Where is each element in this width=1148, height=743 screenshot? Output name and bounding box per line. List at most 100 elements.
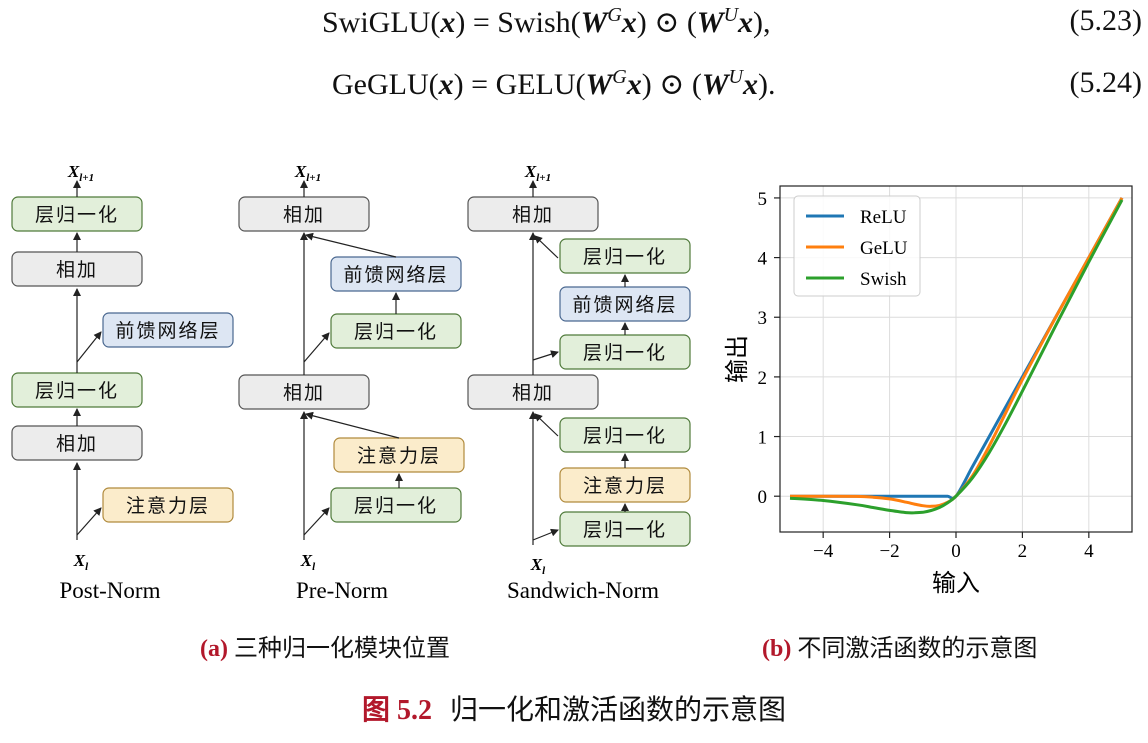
eq1-number: (5.23): [1069, 4, 1142, 37]
post-norm-ffn: 前馈网络层: [102, 312, 234, 348]
chart-ytick-label-4: 4: [758, 249, 768, 270]
activation-chart: −4 −2 0 2 4 0 1 2 3 4 5 输入 输出 ReLU GeLU Swish: [723, 185, 1133, 597]
sandwich-add-top: 相加: [467, 196, 599, 232]
post-norm-label: Post-Norm: [60, 578, 161, 603]
sandwich-branch-norm3-up: [534, 413, 559, 437]
post-norm-x-in: Xl: [73, 551, 89, 573]
caption-b-text: 不同激活函数的示意图: [797, 636, 1038, 662]
sandwich-norm-1: 层归一化: [559, 238, 691, 274]
pre-norm-x-in: Xl: [300, 551, 316, 573]
chart-ytick-label-3: 3: [758, 308, 768, 329]
sandwich-norm-3: 层归一化: [559, 417, 691, 453]
caption-a: (a) 三种归一化模块位置: [200, 628, 450, 663]
post-norm-add-top: 相加: [11, 251, 143, 287]
sandwich-branch-norm2: [532, 350, 559, 361]
eq2-arg1: x: [626, 68, 642, 101]
eq2-w1: W: [585, 68, 613, 101]
post-norm-norm-mid-label: 层归一化: [35, 380, 119, 402]
sandwich-attn-label: 注意力层: [583, 475, 667, 497]
post-norm-attn: 注意力层: [102, 487, 234, 523]
pre-norm-branch-norm-mid: [303, 332, 330, 363]
caption-b-tag: (b): [762, 636, 792, 662]
chart-xtick-label-2: 0: [951, 541, 961, 562]
chart-ytick-label-1: 1: [758, 428, 768, 449]
sandwich-x-in: Xl: [530, 555, 546, 577]
chart-series-swish: [789, 199, 1124, 515]
chart-ytick-label-5: 5: [758, 189, 768, 210]
chart-xtick-label-3: 2: [1018, 541, 1028, 562]
eq1-arg1: x: [621, 6, 637, 39]
equation-geglu: GeGLU(x) = GELU(WGx) ⊙ (WUx). (5.24): [332, 66, 1142, 101]
pre-norm-add-top-label: 相加: [283, 204, 325, 226]
pre-norm-ffn: 前馈网络层: [330, 256, 462, 292]
legend-label-relu: ReLU: [860, 207, 907, 228]
pre-norm-branch-ffn-up: [305, 232, 397, 258]
eq1-lhs-fn: SwiGLU: [322, 6, 431, 39]
pre-norm-norm-mid-label: 层归一化: [354, 321, 438, 343]
pre-norm-ffn-label: 前馈网络层: [343, 264, 448, 286]
sandwich-branch-norm1-up: [534, 235, 559, 259]
eq2-rhs-fn: GELU: [495, 68, 576, 101]
chart-ytick-label-0: 0: [758, 487, 768, 508]
chart-xtick-label-4: 4: [1084, 541, 1094, 562]
eq1-w2-sup: U: [723, 4, 739, 26]
eq2-arg2: x: [742, 68, 758, 101]
chart-xlabel: 输入: [932, 569, 980, 597]
sandwich-ffn-label: 前馈网络层: [572, 294, 677, 316]
sandwich-add-bottom-label: 相加: [512, 382, 554, 404]
post-norm-ffn-label: 前馈网络层: [115, 320, 220, 342]
eq1-w1-sup: G: [607, 4, 622, 26]
legend-label-swish: Swish: [860, 269, 907, 290]
eq2-w2: W: [701, 68, 729, 101]
figure-caption: 图 5.2 归一化和激活函数的示意图: [0, 688, 1148, 728]
pre-norm-add-top: 相加: [238, 196, 370, 232]
eq2-end: .: [767, 68, 776, 101]
sandwich-x-out: Xl+1: [524, 162, 551, 184]
chart-series-gelu: [790, 197, 1124, 508]
eq1-end: ,: [763, 6, 771, 39]
caption-a-tag: (a): [200, 636, 228, 662]
eq1-arg2: x: [738, 6, 754, 39]
post-norm-branch-ffn: [76, 331, 102, 363]
chart-ytick-label-2: 2: [758, 368, 768, 389]
sandwich-norm-4: 层归一化: [559, 511, 691, 547]
pre-norm-norm-bottom-label: 层归一化: [354, 495, 438, 517]
post-norm-norm-top-label: 层归一化: [35, 204, 119, 226]
sandwich-attn: 注意力层: [559, 467, 691, 503]
sandwich-norm-2: 层归一化: [559, 334, 691, 370]
pre-norm-attn-label: 注意力层: [357, 445, 441, 467]
post-norm-branch-attn: [76, 507, 102, 536]
post-norm-norm-top: 层归一化: [11, 196, 143, 232]
eq1-rhs-fn: Swish: [497, 6, 571, 39]
pre-norm-label: Pre-Norm: [296, 578, 388, 603]
post-norm-norm-mid: 层归一化: [11, 372, 143, 408]
figure-caption-tag: 图 5.2: [361, 695, 432, 726]
eq2-op: ⊙: [659, 68, 685, 101]
eq1-op: ⊙: [654, 6, 680, 39]
sandwich-norm-1-label: 层归一化: [583, 246, 667, 268]
sandwich-norm-3-label: 层归一化: [583, 425, 667, 447]
chart-xtick-label-0: −4: [813, 541, 834, 562]
legend-label-gelu: GeLU: [860, 238, 908, 259]
post-norm-attn-label: 注意力层: [126, 495, 210, 517]
eq2-lhs-fn: GeGLU: [332, 68, 429, 101]
chart-legend: [793, 195, 921, 297]
equation-swiglu: SwiGLU(x) = Swish(WGx) ⊙ (WUx), (5.23): [322, 4, 1142, 39]
sandwich-norm-4-label: 层归一化: [583, 519, 667, 541]
norm-diagram: Xl+1层归一化相加前馈网络层层归一化相加注意力层XlPost-NormXl+1…: [11, 162, 691, 603]
post-norm-add-bottom: 相加: [11, 425, 143, 461]
post-norm-add-bottom-label: 相加: [56, 433, 98, 455]
sandwich-ffn: 前馈网络层: [559, 286, 691, 322]
pre-norm-norm-bottom: 层归一化: [330, 487, 462, 523]
sandwich-label: Sandwich-Norm: [507, 578, 659, 603]
pre-norm-norm-mid: 层归一化: [330, 313, 462, 349]
post-norm-add-top-label: 相加: [56, 259, 98, 281]
eq2-number: (5.24): [1069, 66, 1142, 99]
eq1-lhs-arg: x: [440, 6, 456, 39]
eq2-w1-sup: G: [612, 66, 627, 88]
pre-norm-add-bottom: 相加: [238, 374, 370, 410]
chart-xtick-label-1: −2: [879, 541, 899, 562]
caption-b: (b) 不同激活函数的示意图: [762, 628, 1037, 663]
eq1-w2: W: [696, 6, 724, 39]
